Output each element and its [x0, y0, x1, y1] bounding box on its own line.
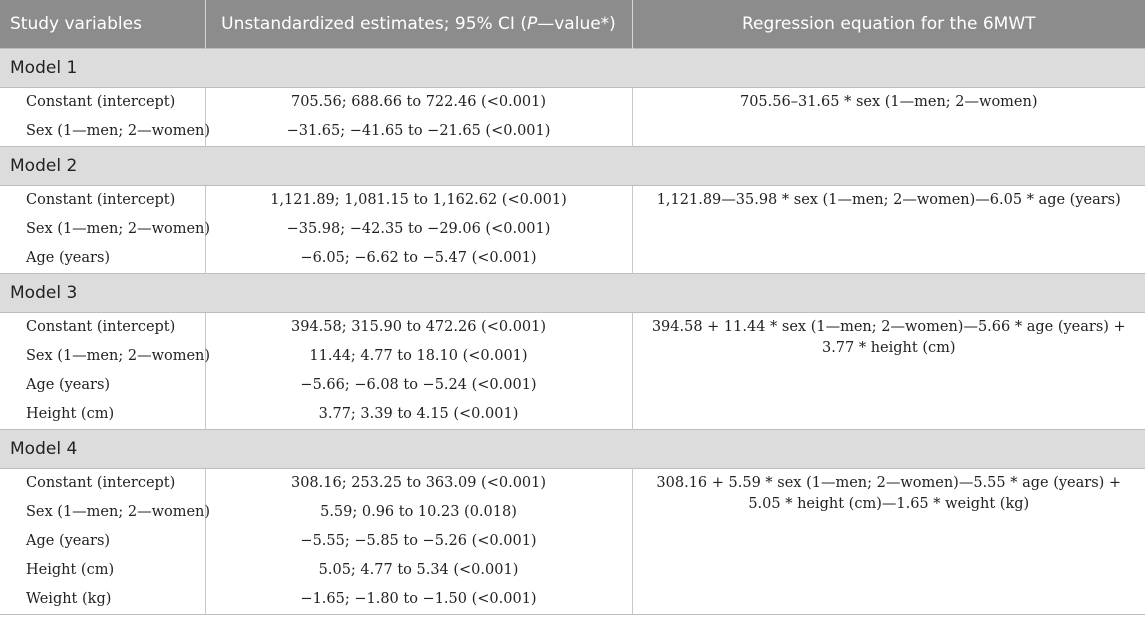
estimate-value: 5.05; 4.77 to 5.34 (<0.001) [318, 562, 519, 578]
variable-label: Weight (kg) [26, 591, 112, 607]
variable-label: Constant (intercept) [26, 94, 176, 110]
header-regression-equation: Regression equation for the 6MWT [632, 0, 1145, 49]
regression-equation: 705.56–31.65 * sex (1—men; 2—women) [739, 94, 1038, 110]
model-body-row: Constant (intercept) Sex (1—men; 2—women)… [0, 87, 1145, 147]
model-header-row: Model 4 [0, 429, 1145, 469]
regression-table: Study variables Unstandardized estimates… [0, 0, 1145, 615]
estimate-value: 11.44; 4.77 to 18.10 (<0.001) [309, 348, 528, 364]
estimate-value: 394.58; 315.90 to 472.26 (<0.001) [290, 319, 547, 335]
variable-label: Sex (1—men; 2—women) [26, 504, 211, 520]
model-body-row: Constant (intercept) Sex (1—men; 2—women)… [0, 468, 1145, 615]
variable-label: Age (years) [26, 533, 111, 549]
variables-cell: Constant (intercept) Sex (1—men; 2—women)… [0, 312, 211, 430]
regression-equation: 308.16 + 5.59 * sex (1—men; 2—women)—5.5… [656, 475, 1122, 512]
model-body-row: Constant (intercept) Sex (1—men; 2—women)… [0, 312, 1145, 430]
equation-cell: 1,121.89—35.98 * sex (1—men; 2—women)—6.… [632, 186, 1145, 274]
variable-label: Height (cm) [26, 562, 115, 578]
variable-label: Sex (1—men; 2—women) [26, 348, 211, 364]
estimate-value: 705.56; 688.66 to 722.46 (<0.001) [290, 94, 547, 110]
equation-cell: 394.58 + 11.44 * sex (1—men; 2—women)—5.… [632, 313, 1145, 430]
estimates-cell: 394.58; 315.90 to 472.26 (<0.001) 11.44; … [205, 312, 633, 430]
variable-label: Sex (1—men; 2—women) [26, 123, 211, 139]
header-estimates-italic: P [526, 14, 538, 34]
model-label: Model 1 [0, 48, 1145, 88]
variable-label: Height (cm) [26, 406, 115, 422]
variables-cell: Constant (intercept) Sex (1—men; 2—women)… [0, 185, 211, 274]
model-header-row: Model 2 [0, 146, 1145, 186]
estimate-value: −31.65; −41.65 to −21.65 (<0.001) [286, 123, 551, 139]
model-body-row: Constant (intercept) Sex (1—men; 2—women)… [0, 185, 1145, 274]
model-label: Model 4 [0, 429, 1145, 469]
model-label: Model 3 [0, 273, 1145, 313]
header-estimates-prefix: Unstandardized estimates; 95% CI ( [221, 14, 527, 34]
estimate-value: −5.66; −6.08 to −5.24 (<0.001) [300, 377, 537, 393]
header-estimates-suffix: —value*) [537, 14, 616, 34]
variables-cell: Constant (intercept) Sex (1—men; 2—women) [0, 87, 211, 147]
estimates-cell: 705.56; 688.66 to 722.46 (<0.001) −31.65;… [205, 87, 633, 147]
estimate-value: 3.77; 3.39 to 4.15 (<0.001) [318, 406, 519, 422]
variable-label: Age (years) [26, 377, 111, 393]
variables-cell: Constant (intercept) Sex (1—men; 2—women)… [0, 468, 211, 615]
variable-label: Constant (intercept) [26, 475, 176, 491]
model-header-row: Model 3 [0, 273, 1145, 313]
estimate-value: 5.59; 0.96 to 10.23 (0.018) [320, 504, 517, 520]
variable-label: Constant (intercept) [26, 319, 176, 335]
equation-cell: 705.56–31.65 * sex (1—men; 2—women) [632, 88, 1145, 147]
estimate-value: 1,121.89; 1,081.15 to 1,162.62 (<0.001) [270, 192, 567, 208]
equation-cell: 308.16 + 5.59 * sex (1—men; 2—women)—5.5… [632, 469, 1145, 615]
estimate-value: −5.55; −5.85 to −5.26 (<0.001) [300, 533, 537, 549]
header-estimates: Unstandardized estimates; 95% CI (P—valu… [205, 0, 633, 49]
table-body: Model 1 Constant (intercept) Sex (1—men; 2… [0, 48, 1145, 615]
variable-label: Sex (1—men; 2—women) [26, 221, 211, 237]
estimates-cell: 308.16; 253.25 to 363.09 (<0.001) 5.59; 0… [205, 468, 633, 615]
model-label: Model 2 [0, 146, 1145, 186]
variable-label: Constant (intercept) [26, 192, 176, 208]
table-header: Study variables Unstandardized estimates… [0, 0, 1145, 49]
estimate-value: −6.05; −6.62 to −5.47 (<0.001) [300, 250, 537, 266]
estimate-value: 308.16; 253.25 to 363.09 (<0.001) [290, 475, 547, 491]
estimate-value: −1.65; −1.80 to −1.50 (<0.001) [300, 591, 537, 607]
variable-label: Age (years) [26, 250, 111, 266]
regression-equation: 394.58 + 11.44 * sex (1—men; 2—women)—5.… [651, 319, 1126, 356]
header-study-variables: Study variables [0, 0, 206, 49]
estimate-value: −35.98; −42.35 to −29.06 (<0.001) [286, 221, 551, 237]
model-header-row: Model 1 [0, 48, 1145, 88]
regression-equation: 1,121.89—35.98 * sex (1—men; 2—women)—6.… [656, 192, 1121, 208]
estimates-cell: 1,121.89; 1,081.15 to 1,162.62 (<0.001) −… [205, 185, 633, 274]
